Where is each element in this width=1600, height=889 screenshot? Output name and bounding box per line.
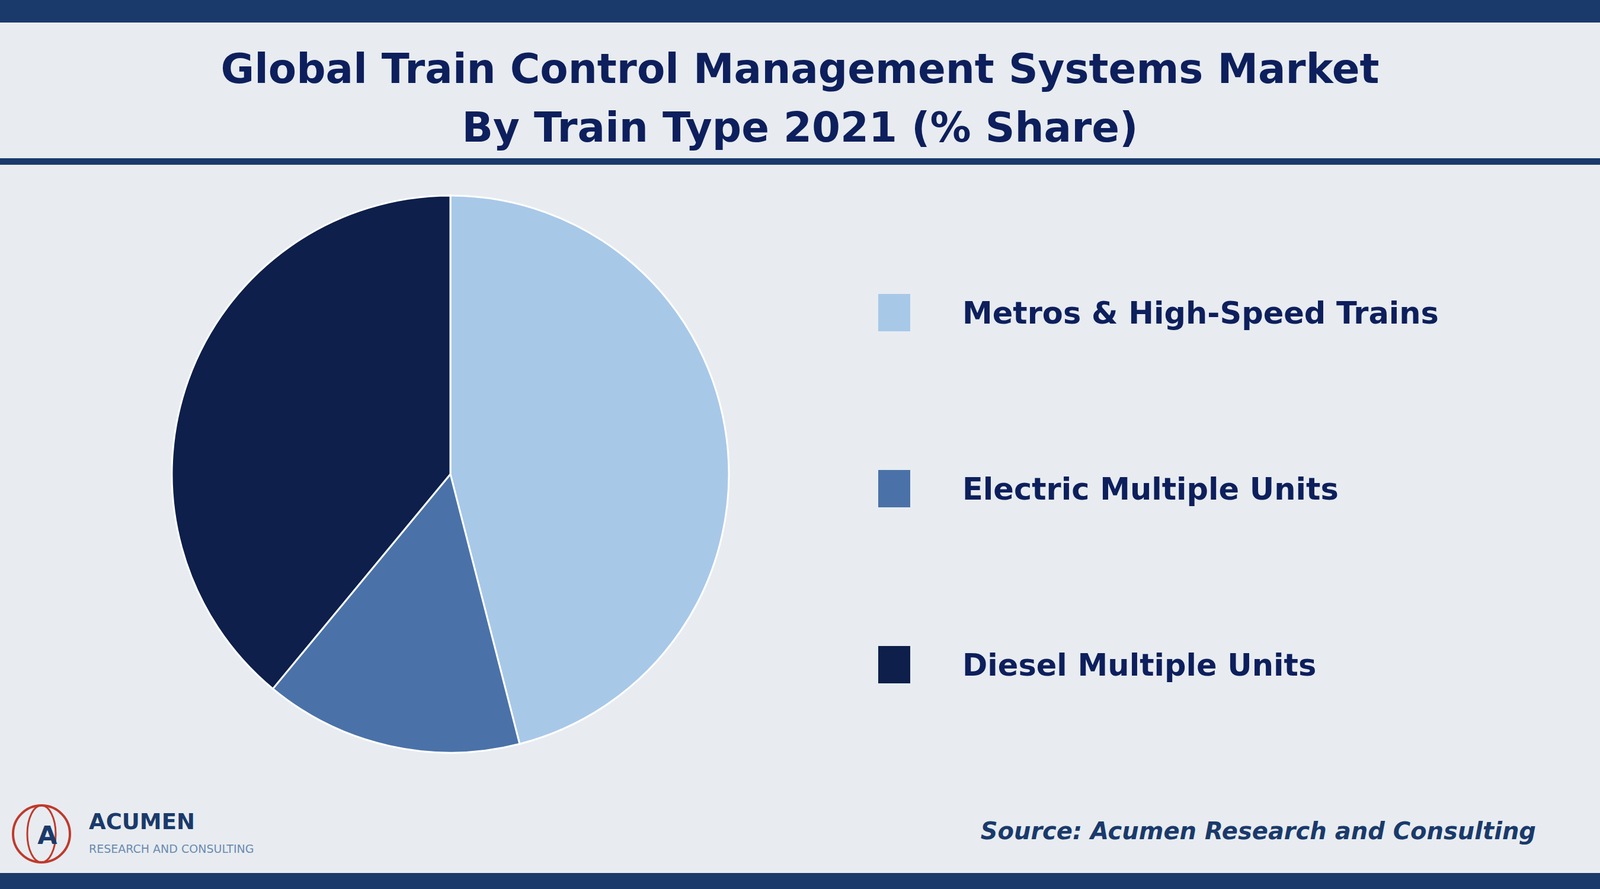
- legend-swatch: [878, 645, 911, 684]
- source: Source: Acumen Research and Consulting: [980, 817, 1536, 845]
- legend-swatch: [878, 293, 911, 332]
- subtitle: By Train Type 2021 (% Share): [461, 103, 1138, 152]
- legend-label: Diesel Multiple Units: [962, 647, 1317, 683]
- pie: [171, 195, 729, 753]
- legend: Metros & High-Speed Trains Electric Multi…: [878, 293, 1439, 684]
- logo-letter: A: [37, 820, 58, 850]
- chart: Global Train Control Management Systems …: [0, 0, 1600, 889]
- logo-globe: [13, 805, 70, 863]
- title: Global Train Control Management Systems …: [221, 45, 1380, 93]
- legend-swatch: [878, 469, 911, 508]
- top-bar: [0, 0, 1600, 23]
- logo-name: ACUMEN: [88, 808, 195, 835]
- logo: A ACUMEN RESEARCH AND CONSULTING: [13, 805, 255, 863]
- legend-label: Electric Multiple Units: [962, 471, 1339, 507]
- background: [0, 0, 1600, 889]
- pie-slice: [171, 195, 451, 689]
- separator: [0, 158, 1600, 165]
- legend-label: Metros & High-Speed Trains: [962, 295, 1439, 331]
- bottom-bar: [0, 872, 1600, 889]
- logo-tagline: RESEARCH AND CONSULTING: [88, 842, 255, 856]
